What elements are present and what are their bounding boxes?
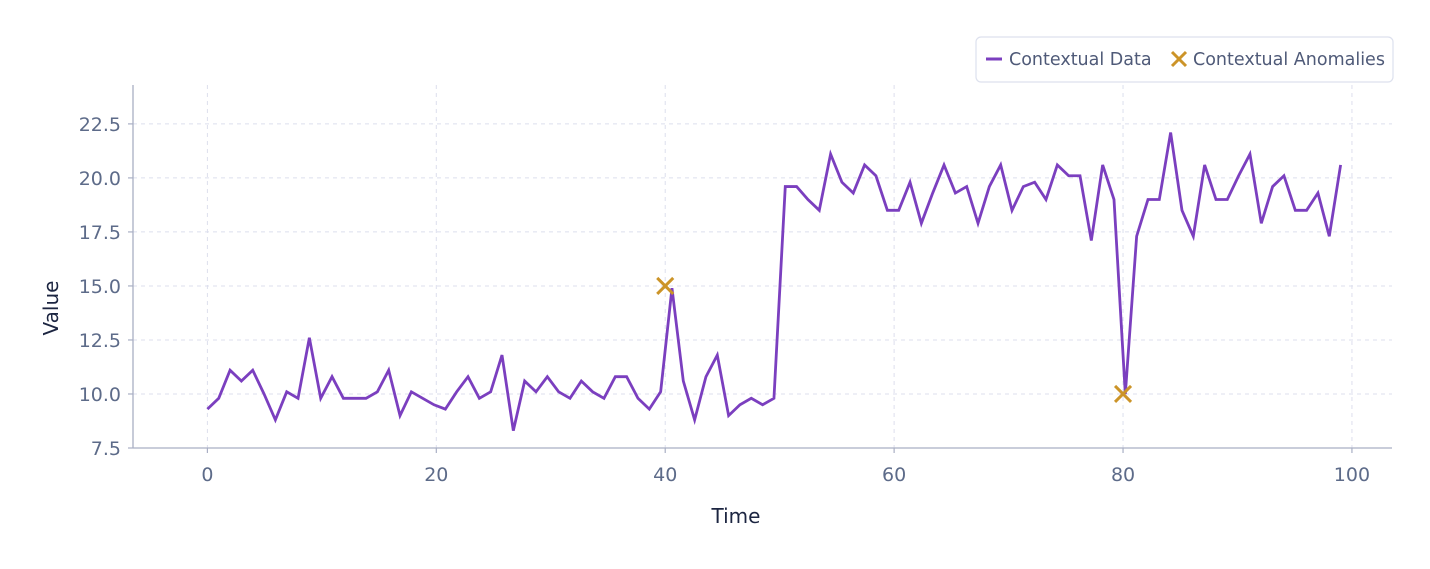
legend-x-marker-icon — [1170, 50, 1188, 68]
y-tick-label: 20.0 — [79, 168, 121, 190]
series-layer — [206, 132, 1342, 432]
legend-box — [975, 36, 1394, 83]
legend-label-contextual-data: Contextual Data — [1009, 50, 1152, 70]
axes — [132, 85, 1392, 449]
y-tick-label: 17.5 — [79, 222, 121, 244]
x-axis-title: Time — [711, 504, 761, 528]
series-line-contextual-data — [206, 132, 1342, 432]
x-axis-ticks: 0 20 40 60 80 100 — [201, 448, 1370, 486]
legend-label-contextual-anomalies: Contextual Anomalies — [1193, 50, 1385, 70]
y-tick-label: 7.5 — [91, 438, 121, 460]
x-tick-label: 0 — [201, 464, 213, 486]
x-tick-label: 40 — [653, 464, 677, 486]
y-axis-ticks: 7.5 10.0 12.5 15.0 17.5 20.0 22.5 — [79, 114, 133, 460]
anomaly-marker — [1113, 384, 1133, 404]
grid — [133, 85, 1392, 449]
legend: Contextual Data Contextual Anomalies — [975, 36, 1394, 83]
legend-x-marker — [1170, 50, 1188, 68]
x-tick-label: 20 — [424, 464, 448, 486]
y-tick-label: 12.5 — [79, 330, 121, 352]
y-tick-label: 10.0 — [79, 384, 121, 406]
x-tick-label: 100 — [1334, 464, 1370, 486]
y-tick-label: 22.5 — [79, 114, 121, 136]
x-tick-label: 60 — [882, 464, 906, 486]
y-axis-title: Value — [39, 281, 63, 336]
anomaly-marker — [656, 276, 675, 296]
x-tick-label: 80 — [1111, 464, 1135, 486]
y-tick-label: 15.0 — [79, 276, 121, 298]
